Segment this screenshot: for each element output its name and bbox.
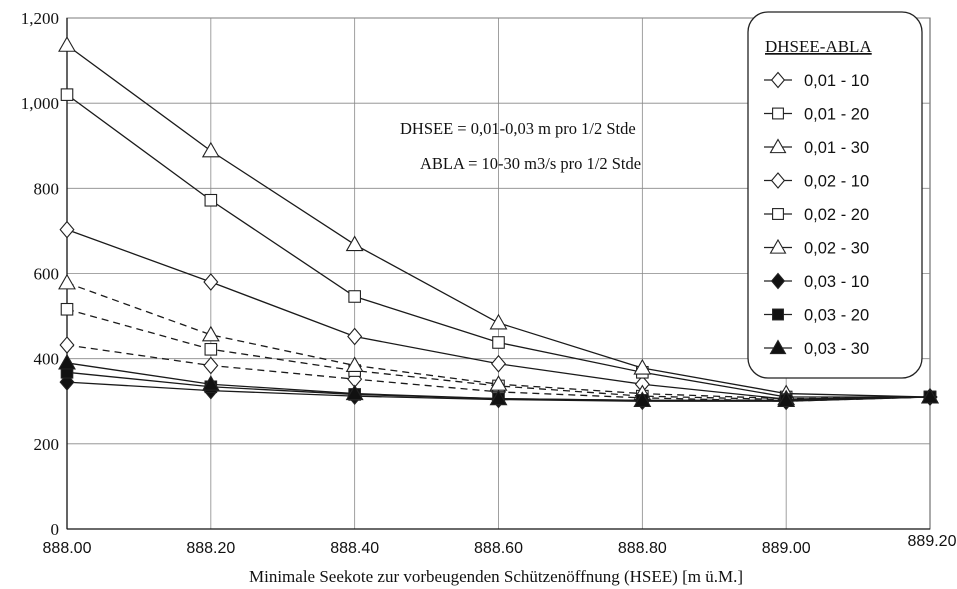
x-tick-label: 888.20 — [186, 540, 235, 557]
legend-marker — [772, 208, 784, 220]
legend-marker — [772, 107, 784, 120]
data-point — [58, 353, 76, 370]
legend-label: 0,03 - 30 — [804, 340, 869, 358]
x-tick-label: 889.20 — [908, 533, 957, 550]
legend-label: 0,01 - 20 — [804, 106, 869, 124]
y-tick-label: 600 — [34, 265, 60, 284]
data-point — [777, 391, 796, 407]
legend-title: DHSEE-ABLA — [765, 37, 872, 56]
legend: DHSEE-ABLA 0,01 - 10 0,01 - 20 0,01 - 30 0,… — [747, 11, 923, 379]
data-point — [633, 391, 652, 407]
legend-item: 0,02 - 10 — [764, 172, 869, 191]
legend-item: 0,02 - 20 — [764, 206, 869, 224]
legend-label: 0,01 - 10 — [804, 72, 869, 90]
legend-marker — [770, 172, 786, 189]
data-point — [201, 375, 220, 391]
data-point — [58, 36, 76, 52]
data-point — [492, 336, 505, 349]
legend-marker — [769, 339, 787, 355]
data-point — [345, 384, 364, 401]
x-tick-label: 888.60 — [474, 540, 523, 557]
legend-marker — [770, 71, 786, 89]
y-tick-label: 1,200 — [21, 9, 59, 28]
y-tick-label: 400 — [34, 350, 60, 369]
legend-marker — [769, 238, 787, 254]
data-point — [348, 290, 361, 303]
annotations: DHSEE = 0,01-0,03 m pro 1/2 Stde ABLA = … — [400, 119, 641, 173]
y-tick-label: 800 — [34, 179, 60, 198]
y-tick-label: 1,000 — [21, 94, 59, 113]
data-point — [203, 356, 219, 375]
data-point — [345, 235, 364, 252]
series-9 — [58, 353, 939, 407]
legend-item: 0,03 - 30 — [764, 339, 869, 358]
legend-label: 0,03 - 10 — [804, 273, 869, 291]
axes: 0 200 400 600 800 1,000 1,200 888.00 888.20 888.4… — [21, 9, 957, 557]
legend-box — [747, 11, 923, 379]
legend-item: 0,01 - 20 — [764, 106, 869, 124]
y-tick-label: 200 — [34, 435, 60, 454]
legend-label: 0,02 - 10 — [804, 173, 869, 191]
data-point — [201, 325, 220, 342]
y-tick-label: 0 — [51, 520, 60, 539]
x-axis-title: Minimale Seekote zur vorbeugenden Schütz… — [249, 567, 743, 586]
data-point — [204, 342, 218, 356]
data-point — [59, 336, 75, 354]
data-point — [60, 88, 74, 101]
legend-item: 0,01 - 30 — [764, 138, 869, 157]
data-point — [490, 354, 507, 373]
legend-item: 0,03 - 20 — [764, 307, 869, 325]
series-layer — [58, 36, 939, 411]
legend-marker — [772, 308, 784, 321]
legend-marker — [770, 272, 786, 290]
data-point — [347, 327, 363, 346]
data-point — [201, 141, 220, 158]
legend-item: 0,01 - 10 — [764, 71, 869, 90]
legend-marker — [769, 138, 787, 154]
data-point — [345, 356, 364, 373]
legend-label: 0,02 - 30 — [804, 240, 869, 258]
data-point — [633, 358, 652, 375]
data-point — [60, 302, 74, 316]
data-point — [921, 387, 939, 404]
legend-item: 0,03 - 10 — [764, 272, 869, 291]
legend-label: 0,01 - 30 — [804, 139, 869, 157]
x-tick-label: 888.40 — [330, 540, 379, 557]
annotation-abla: ABLA = 10-30 m3/s pro 1/2 Stde — [420, 154, 641, 173]
x-tick-label: 889.00 — [762, 540, 811, 557]
legend-label: 0,02 - 20 — [804, 206, 869, 224]
legend-label: 0,03 - 20 — [804, 307, 869, 325]
data-point — [489, 313, 508, 330]
annotation-dhsee: DHSEE = 0,01-0,03 m pro 1/2 Stde — [400, 119, 636, 138]
x-tick-label: 888.80 — [618, 540, 667, 557]
data-point — [59, 220, 75, 239]
data-point — [58, 273, 76, 290]
legend-item: 0,02 - 30 — [764, 238, 869, 258]
data-point — [204, 193, 218, 207]
data-point — [203, 273, 219, 291]
data-point — [489, 389, 508, 406]
x-tick-label: 888.00 — [43, 540, 92, 557]
